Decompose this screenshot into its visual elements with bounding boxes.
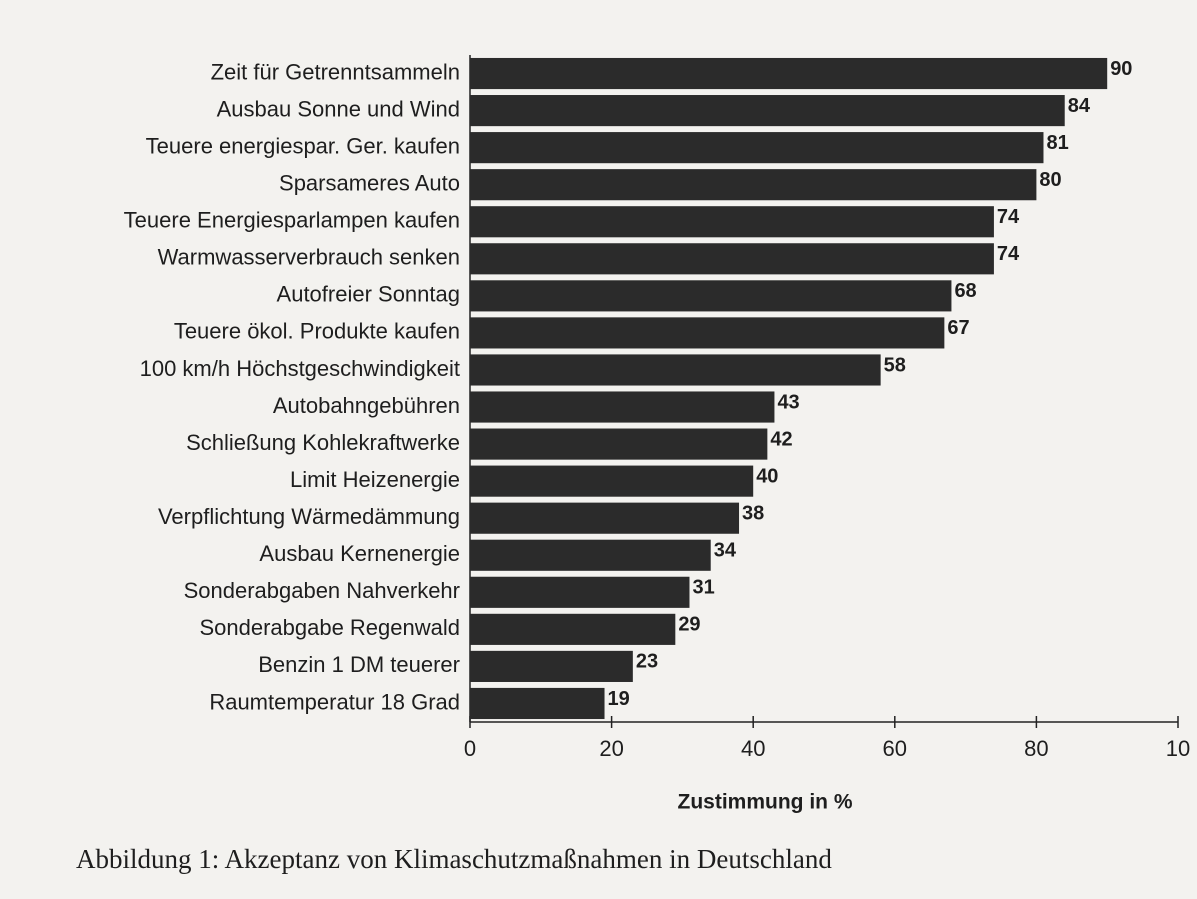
value-label: 40 [756,465,778,487]
bar [470,354,881,386]
category-label: Verpflichtung Wärmedämmung [158,504,460,529]
value-label: 23 [636,651,658,673]
category-label: Raumtemperatur 18 Grad [209,689,460,714]
bar [470,428,768,460]
x-tick-label: 40 [741,736,765,761]
x-tick-label: 0 [464,736,476,761]
category-label: Benzin 1 DM teuerer [258,652,460,677]
x-tick-label: 80 [1024,736,1048,761]
bar [470,317,945,349]
value-label: 58 [884,354,906,376]
bar [470,502,740,534]
category-label: Teuere Energiesparlampen kaufen [124,208,460,233]
category-label: Ausbau Kernenergie [259,541,460,566]
value-label: 67 [947,317,969,339]
value-label: 80 [1039,169,1061,191]
category-label: Sparsameres Auto [279,171,460,196]
bar [470,57,1108,90]
x-tick-label: 20 [599,736,623,761]
category-label: Sonderabgabe Regenwald [199,615,460,640]
x-tick-label: 10 [1166,736,1190,761]
bar [470,280,952,312]
value-label: 42 [770,428,792,450]
bar [470,243,994,275]
value-label: 74 [997,243,1020,265]
value-label: 74 [997,206,1020,228]
bar [470,391,775,423]
category-label: Teuere ökol. Produkte kaufen [174,319,460,344]
value-label: 29 [678,614,700,636]
bar [470,687,605,720]
value-label: 19 [608,688,630,710]
category-label: Zeit für Getrenntsammeln [211,59,460,84]
value-label: 43 [777,391,799,413]
value-label: 34 [714,540,737,562]
bar [470,539,711,571]
bar [470,650,633,682]
category-label: Teuere energiespar. Ger. kaufen [146,133,460,158]
category-label: 100 km/h Höchstgeschwindigkeit [140,356,460,381]
category-label: Autofreier Sonntag [277,282,460,307]
bar [470,465,754,497]
bar [470,613,676,645]
bar [470,95,1065,127]
caption: Abbildung 1: Akzeptanz von Klimaschutzma… [76,844,832,874]
category-label: Warmwasserverbrauch senken [158,245,460,270]
value-label: 68 [954,280,976,302]
value-label: 84 [1068,95,1091,117]
bar [470,132,1044,164]
value-label: 38 [742,502,764,524]
bar [470,206,994,238]
category-label: Schließung Kohlekraftwerke [186,430,460,455]
category-label: Ausbau Sonne und Wind [217,96,460,121]
category-label: Autobahngebühren [273,393,460,418]
value-label: 81 [1046,132,1068,154]
category-label: Limit Heizenergie [290,467,460,492]
value-label: 90 [1110,58,1132,80]
value-label: 31 [692,577,714,599]
bar [470,169,1037,201]
category-label: Sonderabgaben Nahverkehr [184,578,460,603]
x-axis-label: Zustimmung in % [678,791,853,814]
bar [470,576,690,608]
x-tick-label: 60 [883,736,907,761]
